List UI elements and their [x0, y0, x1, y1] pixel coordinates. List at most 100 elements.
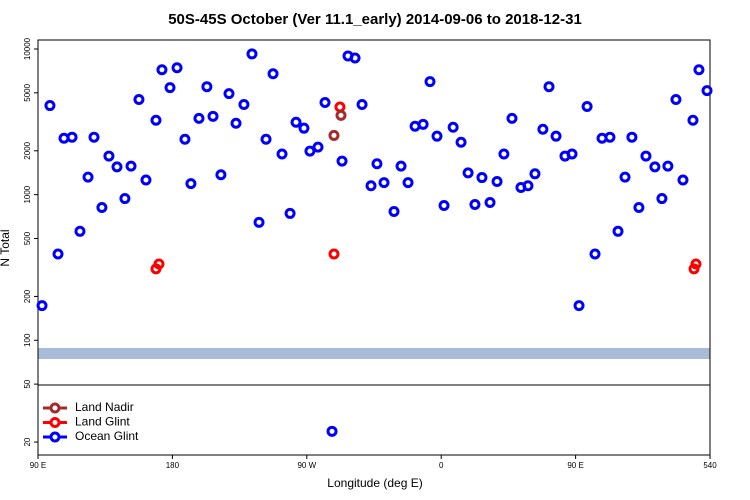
- point: [677, 174, 689, 186]
- y-tick-label: 20: [23, 437, 32, 446]
- point: [336, 155, 348, 167]
- point: [690, 258, 702, 270]
- point: [687, 114, 699, 126]
- point: [491, 176, 503, 188]
- point: [656, 193, 668, 205]
- point: [529, 168, 541, 180]
- point: [378, 177, 390, 189]
- y-tick-label: 500: [23, 231, 32, 245]
- x-tick-label: 540: [703, 461, 717, 470]
- point: [417, 118, 429, 130]
- point: [356, 98, 368, 110]
- chart-title: 50S-45S October (Ver 11.1_early) 2014-09…: [168, 11, 582, 28]
- point: [215, 169, 227, 181]
- point: [402, 177, 414, 189]
- point: [304, 145, 316, 157]
- point: [462, 167, 474, 179]
- legend-marker: [49, 417, 61, 428]
- x-tick-label: 0: [439, 461, 444, 470]
- point: [612, 225, 624, 237]
- point: [334, 101, 346, 113]
- point: [484, 197, 496, 209]
- point: [581, 100, 593, 112]
- point: [326, 425, 338, 437]
- x-tick-label: 90 W: [297, 461, 316, 470]
- point: [253, 216, 265, 228]
- point: [153, 258, 165, 270]
- point: [36, 300, 48, 312]
- point: [395, 160, 407, 172]
- point: [125, 160, 137, 172]
- x-axis-label: Longitude (deg E): [327, 476, 422, 490]
- point: [476, 172, 488, 184]
- point: [604, 131, 616, 143]
- x-tick-label: 180: [166, 461, 180, 470]
- y-tick-label: 50: [23, 379, 32, 388]
- point: [371, 158, 383, 170]
- point: [156, 64, 168, 76]
- point: [633, 201, 645, 213]
- point: [662, 160, 674, 172]
- point: [103, 150, 115, 162]
- point: [455, 136, 467, 148]
- point: [431, 130, 443, 142]
- point: [52, 248, 64, 260]
- point: [573, 300, 585, 312]
- y-tick-label: 5000: [23, 83, 32, 101]
- point: [133, 94, 145, 106]
- point: [543, 81, 555, 93]
- plot-frame: [37, 39, 711, 456]
- point: [260, 133, 272, 145]
- point: [179, 133, 191, 145]
- y-tick-label: 100: [23, 333, 32, 347]
- point: [693, 64, 705, 76]
- point: [223, 88, 235, 100]
- point: [230, 117, 242, 129]
- point: [201, 81, 213, 93]
- point: [66, 131, 78, 143]
- point: [276, 148, 288, 160]
- point: [319, 97, 331, 109]
- point: [246, 48, 258, 60]
- legend-label: Land Nadir: [75, 400, 134, 414]
- point: [365, 180, 377, 192]
- point: [335, 109, 347, 121]
- point: [649, 161, 661, 173]
- y-tick-label: 200: [23, 289, 32, 303]
- legend-marker: [49, 431, 61, 443]
- point: [207, 110, 219, 122]
- point: [469, 199, 481, 211]
- point: [96, 201, 108, 213]
- point: [238, 98, 250, 110]
- point: [388, 205, 400, 217]
- point: [44, 100, 56, 112]
- point: [267, 68, 279, 80]
- point: [349, 52, 361, 64]
- point: [640, 150, 652, 162]
- point: [498, 148, 510, 160]
- point: [140, 174, 152, 186]
- point: [312, 141, 324, 153]
- point: [670, 94, 682, 106]
- y-axis-label: N Total: [0, 229, 12, 266]
- point: [290, 116, 302, 128]
- point: [566, 148, 578, 160]
- point: [150, 114, 162, 126]
- legend-label: Ocean Glint: [75, 429, 139, 443]
- point: [619, 171, 631, 183]
- point: [74, 225, 86, 237]
- point: [328, 248, 340, 260]
- point: [550, 130, 562, 142]
- point: [424, 76, 436, 88]
- y-tick-label: 10000: [23, 37, 32, 60]
- x-tick-label: 90 E: [30, 461, 46, 470]
- x-tick-label: 90 E: [567, 461, 583, 470]
- point: [626, 131, 638, 143]
- point: [88, 131, 100, 143]
- y-tick-label: 1000: [23, 185, 32, 203]
- point: [164, 82, 176, 94]
- point: [506, 112, 518, 124]
- point: [701, 85, 713, 97]
- point: [298, 122, 310, 134]
